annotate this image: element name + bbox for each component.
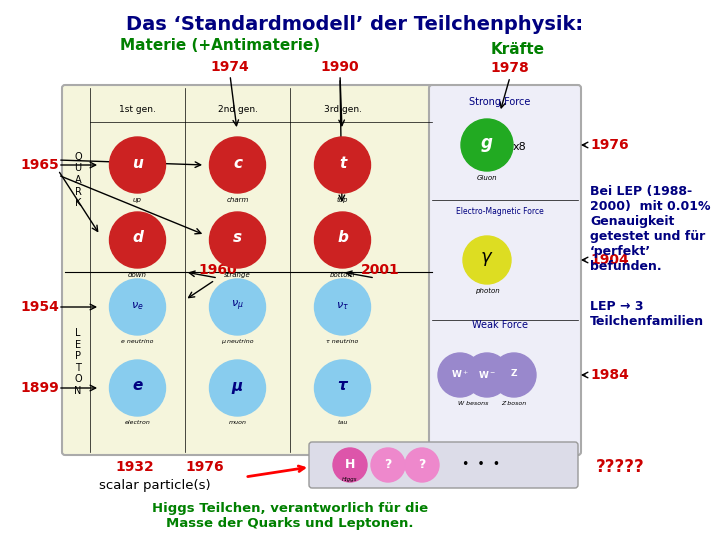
- Text: ?: ?: [418, 457, 426, 470]
- Text: W$^-$: W$^-$: [478, 368, 496, 380]
- Text: μ: μ: [232, 379, 243, 394]
- Circle shape: [109, 360, 166, 416]
- Circle shape: [109, 279, 166, 335]
- Circle shape: [109, 212, 166, 268]
- Text: Materie (+Antimaterie): Materie (+Antimaterie): [120, 37, 320, 52]
- Text: up: up: [133, 197, 142, 203]
- Text: strange: strange: [224, 272, 251, 278]
- Text: 1954: 1954: [21, 300, 60, 314]
- Text: muon: muon: [228, 420, 246, 425]
- Circle shape: [315, 212, 371, 268]
- Text: Electro-Magnetic Force: Electro-Magnetic Force: [456, 207, 544, 217]
- Text: 1899: 1899: [21, 381, 59, 395]
- Circle shape: [333, 448, 367, 482]
- Text: tau: tau: [337, 420, 348, 425]
- Text: $\gamma$: $\gamma$: [480, 250, 494, 268]
- Text: LEP → 3
Teilchenfamilien: LEP → 3 Teilchenfamilien: [590, 300, 704, 328]
- Text: 1904: 1904: [590, 253, 629, 267]
- Text: μ neutrino: μ neutrino: [221, 339, 254, 344]
- Text: e neutrino: e neutrino: [121, 339, 154, 344]
- Circle shape: [210, 137, 266, 193]
- Text: 1976: 1976: [590, 138, 629, 152]
- Text: 1st gen.: 1st gen.: [119, 105, 156, 114]
- Text: $\nu_\mu$: $\nu_\mu$: [231, 299, 244, 313]
- Text: Kräfte: Kräfte: [491, 43, 545, 57]
- Text: Higgs: Higgs: [342, 477, 358, 482]
- Text: L
E
P
T
O
N: L E P T O N: [74, 328, 82, 396]
- Circle shape: [461, 119, 513, 171]
- Text: Q
U
A
R
K: Q U A R K: [74, 152, 82, 208]
- Text: top: top: [337, 197, 348, 203]
- Text: Z boson: Z boson: [501, 401, 526, 406]
- Text: 1960: 1960: [199, 263, 238, 277]
- Circle shape: [438, 353, 482, 397]
- Circle shape: [492, 353, 536, 397]
- Text: scalar particle(s): scalar particle(s): [99, 478, 211, 491]
- Text: 3rd gen.: 3rd gen.: [323, 105, 361, 114]
- Text: Strong Force: Strong Force: [469, 97, 531, 107]
- Text: 1990: 1990: [320, 60, 359, 74]
- Text: •  •  •: • • •: [462, 458, 500, 471]
- Text: charm: charm: [226, 197, 248, 203]
- Text: bottom: bottom: [330, 272, 355, 278]
- Circle shape: [210, 212, 266, 268]
- Text: τ: τ: [338, 379, 347, 394]
- Text: 1974: 1974: [211, 60, 249, 74]
- Text: down: down: [128, 272, 147, 278]
- Circle shape: [465, 353, 509, 397]
- Text: c: c: [233, 156, 242, 171]
- Text: 2001: 2001: [361, 263, 400, 277]
- Text: $\nu_e$: $\nu_e$: [131, 300, 144, 312]
- Text: s: s: [233, 231, 242, 246]
- Circle shape: [463, 236, 511, 284]
- Text: t: t: [339, 156, 346, 171]
- Text: 2nd gen.: 2nd gen.: [217, 105, 258, 114]
- Text: 1978: 1978: [490, 61, 529, 75]
- Circle shape: [210, 279, 266, 335]
- Text: 1965: 1965: [21, 158, 59, 172]
- Circle shape: [315, 137, 371, 193]
- Text: Das ‘Standardmodell’ der Teilchenphysik:: Das ‘Standardmodell’ der Teilchenphysik:: [127, 15, 584, 34]
- Text: photon: photon: [474, 288, 500, 294]
- Text: τ neutrino: τ neutrino: [326, 339, 359, 344]
- Circle shape: [315, 279, 371, 335]
- Text: W besons: W besons: [459, 401, 489, 406]
- Text: Weak Force: Weak Force: [472, 320, 528, 330]
- Circle shape: [371, 448, 405, 482]
- Text: x8: x8: [513, 142, 527, 152]
- Text: $\nu_\tau$: $\nu_\tau$: [336, 300, 349, 312]
- Text: 1984: 1984: [590, 368, 629, 382]
- Text: Gluon: Gluon: [477, 175, 498, 181]
- Text: ?: ?: [384, 457, 392, 470]
- Text: Z: Z: [510, 369, 517, 379]
- FancyBboxPatch shape: [429, 85, 581, 455]
- FancyBboxPatch shape: [309, 442, 578, 488]
- Text: d: d: [132, 231, 143, 246]
- Text: Bei LEP (1988-
2000)  mit 0.01%
Genauigkeit
getestet und für
‘perfekt’
befunden.: Bei LEP (1988- 2000) mit 0.01% Genauigke…: [590, 185, 711, 273]
- Circle shape: [405, 448, 439, 482]
- Text: H: H: [345, 457, 355, 470]
- FancyBboxPatch shape: [62, 85, 435, 455]
- Text: Higgs Teilchen, verantworlich für die
Masse der Quarks und Leptonen.: Higgs Teilchen, verantworlich für die Ma…: [152, 502, 428, 530]
- Circle shape: [109, 137, 166, 193]
- Text: 1932: 1932: [116, 460, 154, 474]
- Circle shape: [210, 360, 266, 416]
- Text: W$^+$: W$^+$: [451, 368, 469, 380]
- Text: electron: electron: [125, 420, 150, 425]
- Text: e: e: [132, 379, 143, 394]
- Text: ?????: ?????: [595, 458, 644, 476]
- Text: g: g: [481, 134, 493, 152]
- Text: 1976: 1976: [186, 460, 225, 474]
- Text: u: u: [132, 156, 143, 171]
- Text: b: b: [337, 231, 348, 246]
- Circle shape: [315, 360, 371, 416]
